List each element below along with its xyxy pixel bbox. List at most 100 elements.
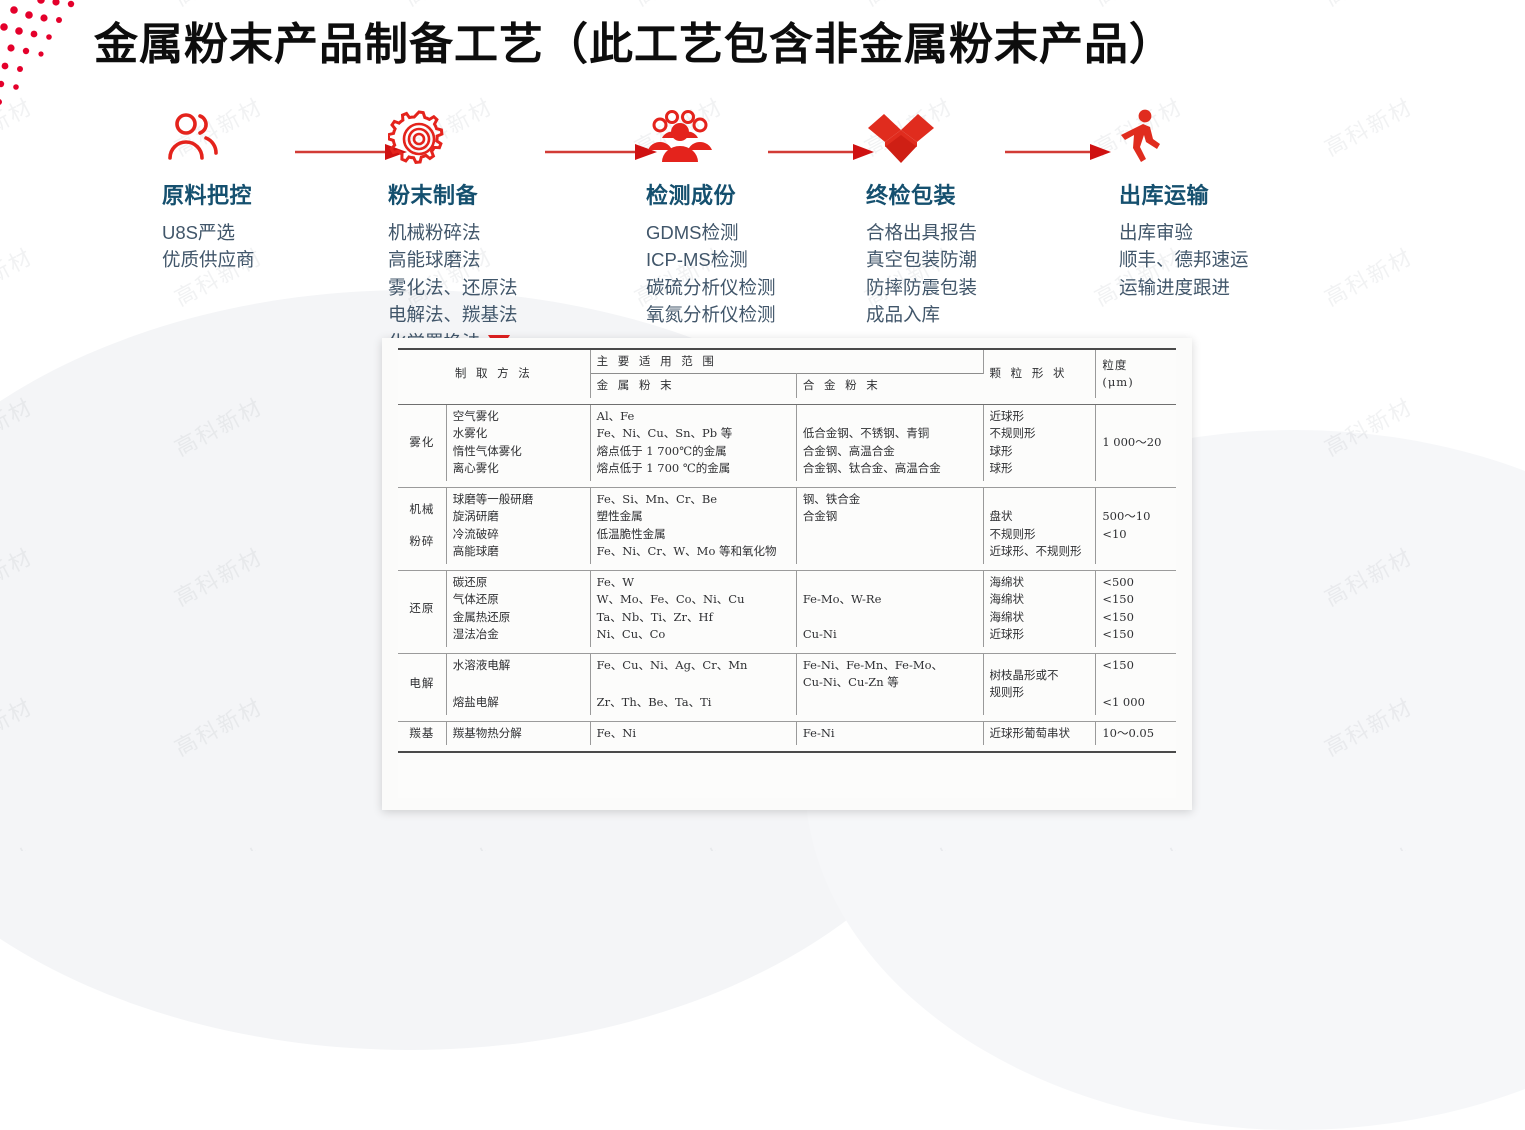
people-group-icon <box>648 110 712 162</box>
flow-step-title: 检测成份 <box>646 183 737 208</box>
size-item: <150 <box>1102 657 1134 672</box>
flow-step-1[interactable]: 原料把控 U8S严选 优质供应商 <box>162 108 255 274</box>
cell-submethods: 水溶液电解 熔盐电解 <box>446 653 591 715</box>
flow-step-line: 运输进度跟进 <box>1119 276 1231 298</box>
cell-submethods: 碳还原 气体还原 金属热还原 湿法冶金 <box>446 570 591 647</box>
th-size-line2: (μm) <box>1102 374 1134 389</box>
watermark-text: 高科新材 <box>1318 0 1418 13</box>
flow-step-line: 碳硫分析仪检测 <box>646 276 776 298</box>
flow-step-line: 机械粉碎法 <box>388 222 481 243</box>
size-item: <10 <box>1102 526 1127 541</box>
flow-step-4[interactable]: 终检包装 合格出具报告 真空包装防潮 防摔防震包装 成品入库 <box>866 108 977 329</box>
shape-item: 球形 <box>989 461 1013 476</box>
size-item: <150 <box>1102 627 1134 642</box>
flow-step-line: 氧氮分析仪检测 <box>646 304 776 326</box>
cell-shape: 盘状 不规则形 近球形、不规则形 <box>983 487 1097 564</box>
cell-method: 还原 <box>398 570 447 647</box>
table-row-group-carbonyl: 羰基 羰基物热分解 Fe、Ni Fe-Ni 近球形葡萄串状 10～0.05 <box>398 721 1176 745</box>
cell-method: 电解 <box>398 653 447 715</box>
cell-alloy: Fe-Mo、W-Re Cu-Ni <box>796 570 984 647</box>
alloy-item: 低合金钢、不锈钢、青铜 <box>802 426 930 441</box>
table-header-row-1: 制 取 方 法 主 要 适 用 范 围 颗 粒 形 状 粒度 (μm) <box>398 348 1176 398</box>
cell-size: 500～10 <10 <box>1096 487 1176 563</box>
flow-step-lines: GDMS检测 ICP-MS检测 碳硫分析仪检测 氧氮分析仪检测 <box>646 219 776 329</box>
sub-method: 湿法冶金 <box>452 627 499 642</box>
table-row-group-electrolysis: 电解 水溶液电解 熔盐电解 Fe、Cu、Ni、Ag、Cr、Mn Zr、Th、Be… <box>398 653 1176 715</box>
sub-method: 惰性气体雾化 <box>452 443 522 458</box>
table-bottom-border <box>398 744 1176 753</box>
metal-item: 熔点低于 1 700 ℃的金属 <box>596 461 731 476</box>
metal-item: Fe、Ni、Cr、W、Mo 等和氧化物 <box>596 544 777 559</box>
shape-item: 规则形 <box>989 685 1025 700</box>
dotted-arc-decoration <box>0 0 75 105</box>
alloy-item: 合金钢 <box>802 509 838 524</box>
cell-alloy: Fe-Ni <box>796 721 984 745</box>
metal-item: W、Mo、Fe、Co、Ni、Cu <box>596 592 745 607</box>
arrow-right-icon-2 <box>545 144 657 160</box>
shape-item: 盘状 <box>989 509 1013 524</box>
sub-method: 旋涡研磨 <box>452 509 499 524</box>
flow-step-line: 防摔防震包装 <box>866 276 978 298</box>
cell-alloy: 钢、铁合金 合金钢 <box>796 487 984 564</box>
cell-shape: 近球形 不规则形 球形 球形 <box>983 404 1097 481</box>
flow-step-line: 电解法、羰基法 <box>388 304 518 326</box>
header-separator <box>398 397 1176 405</box>
cell-submethods: 羰基物热分解 <box>446 721 591 745</box>
th-shape: 颗 粒 形 状 <box>983 348 1097 398</box>
flow-step-title: 出库运输 <box>1119 183 1210 208</box>
metal-item: Ni、Cu、Co <box>596 627 666 642</box>
shape-item: 不规则形 <box>989 526 1036 541</box>
metal-item: Fe、Si、Mn、Cr、Be <box>596 491 718 506</box>
flow-step-line: 成品入库 <box>866 304 941 326</box>
table-row-group-atomization: 雾化 空气雾化 水雾化 惰性气体雾化 离心雾化 Al、Fe Fe、Ni、Cu、S… <box>398 404 1176 481</box>
sub-method: 水溶液电解 <box>452 657 511 672</box>
method-line: 粉碎 <box>409 533 435 548</box>
size-item: <150 <box>1102 592 1134 607</box>
sub-method: 碳还原 <box>452 574 488 589</box>
flow-step-lines: 合格出具报告 真空包装防潮 防摔防震包装 成品入库 <box>866 219 977 329</box>
cell-method: 机械 粉碎 <box>398 487 447 564</box>
flow-step-5[interactable]: 出库运输 出库审验 顺丰、德邦速运 运输进度跟进 <box>1119 108 1249 301</box>
flow-step-lines: 机械粉碎法 高能球磨法 雾化法、还原法 电解法、羰基法 化学置换法 <box>388 219 518 356</box>
shape-item: 海绵状 <box>989 609 1025 624</box>
flow-step-title: 终检包装 <box>866 183 957 208</box>
flow-step-line: ICP-MS检测 <box>646 249 748 271</box>
flow-step-3[interactable]: 检测成份 GDMS检测 ICP-MS检测 碳硫分析仪检测 氧氮分析仪检测 <box>646 108 776 329</box>
flow-step-line: 顺丰、德邦速运 <box>1119 249 1249 271</box>
cell-method: 羰基 <box>398 721 447 745</box>
flow-step-line: 真空包装防潮 <box>866 249 978 271</box>
group-separator <box>398 563 1176 571</box>
sub-method: 水雾化 <box>452 426 488 441</box>
powder-methods-table: 制 取 方 法 主 要 适 用 范 围 颗 粒 形 状 粒度 (μm) 金 属 … <box>398 348 1176 753</box>
arrow-right-icon-4 <box>1005 144 1111 160</box>
cell-submethods: 球磨等一般研磨 旋涡研磨 冷流破碎 高能球磨 <box>446 487 591 564</box>
th-scope: 主 要 适 用 范 围 <box>590 348 984 374</box>
table-header-row-2: 金 属 粉 末 合 金 粉 末 <box>398 373 1176 398</box>
alloy-item: 合金钢、高温合金 <box>802 443 895 458</box>
flow-step-title: 原料把控 <box>162 183 253 208</box>
flow-step-2[interactable]: 粉末制备 机械粉碎法 高能球磨法 雾化法、还原法 电解法、羰基法 化学置换法 <box>388 108 518 356</box>
shape-item: 球形 <box>989 443 1013 458</box>
sub-method: 高能球磨 <box>452 544 499 559</box>
size-item: <150 <box>1102 609 1134 624</box>
alloy-item: 钢、铁合金 <box>802 491 861 506</box>
metal-item: Zr、Th、Be、Ta、Ti <box>596 695 712 710</box>
flow-step-line: 优质供应商 <box>162 249 255 271</box>
metal-item: Fe、Cu、Ni、Ag、Cr、Mn <box>596 657 748 672</box>
sub-method: 冷流破碎 <box>452 526 499 541</box>
cell-metal: Fe、W W、Mo、Fe、Co、Ni、Cu Ta、Nb、Ti、Zr、Hf Ni、… <box>590 570 797 647</box>
flow-step-line: 高能球磨法 <box>388 249 481 271</box>
th-method: 制 取 方 法 <box>398 348 591 398</box>
cell-size: 1 000～20 <box>1102 435 1162 450</box>
sub-method: 气体还原 <box>452 592 499 607</box>
cell-alloy: 低合金钢、不锈钢、青铜 合金钢、高温合金 合金钢、钛合金、高温合金 <box>796 404 984 481</box>
cell-metal: Al、Fe Fe、Ni、Cu、Sn、Pb 等 熔点低于 1 700℃的金属 熔点… <box>590 404 797 481</box>
cell-method: 雾化 <box>398 404 447 481</box>
process-flow: 原料把控 U8S严选 优质供应商 粉末制备 机械粉碎法 高能球磨法 雾化法、还原… <box>0 108 1525 353</box>
cell-size: 10～0.05 <box>1102 725 1155 740</box>
cell-size: <150 <1 000 <box>1096 653 1176 714</box>
gear-icon <box>388 110 444 164</box>
alloy-item: Fe-Ni、Fe-Mn、Fe-Mo、 <box>802 657 944 672</box>
metal-item: Ta、Nb、Ti、Zr、Hf <box>596 609 713 624</box>
flow-step-line: 雾化法、还原法 <box>388 276 518 298</box>
